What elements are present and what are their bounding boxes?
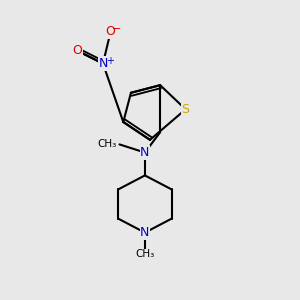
Text: N: N	[140, 146, 150, 159]
Text: N: N	[140, 226, 150, 239]
Text: S: S	[182, 103, 190, 116]
Text: CH₃: CH₃	[98, 140, 117, 149]
Text: N: N	[98, 57, 108, 70]
Text: +: +	[106, 56, 114, 66]
Text: −: −	[112, 24, 122, 34]
Text: CH₃: CH₃	[135, 249, 154, 259]
Text: O: O	[106, 25, 116, 38]
Text: O: O	[73, 44, 82, 57]
